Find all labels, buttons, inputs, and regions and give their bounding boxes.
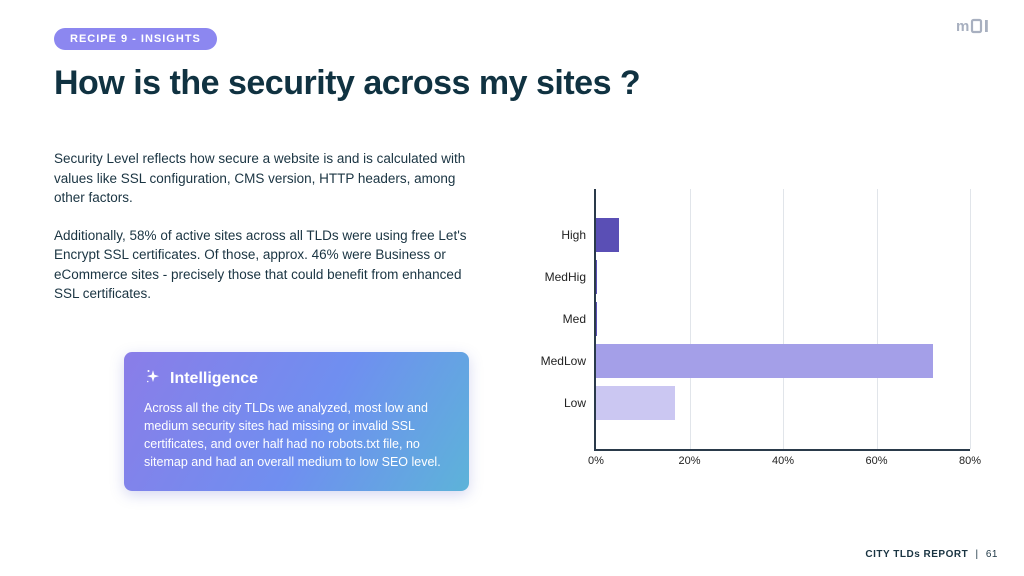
chart-bar-label: Low — [564, 396, 586, 410]
right-column: 0%20%40%60%80%HighMedHigMedMedLowLow — [524, 149, 970, 491]
intelligence-callout: Intelligence Across all the city TLDs we… — [124, 352, 469, 492]
chart-gridline — [970, 189, 971, 449]
chart-bar — [596, 218, 619, 252]
slide: m RECIPE 9 - INSIGHTS How is the securit… — [0, 0, 1024, 576]
sparkle-icon — [144, 368, 162, 391]
chart-xtick: 60% — [865, 455, 887, 467]
content-row: Security Level reflects how secure a web… — [54, 149, 970, 491]
chart-xtick: 20% — [678, 455, 700, 467]
chart-bar-row: Low — [596, 386, 970, 420]
security-bar-chart: 0%20%40%60%80%HighMedHigMedMedLowLow — [524, 189, 970, 479]
chart-xtick: 80% — [959, 455, 981, 467]
footer-divider: | — [975, 549, 978, 560]
chart-bar — [596, 260, 597, 294]
page-title: How is the security across my sites ? — [54, 64, 970, 103]
brand-logo: m — [956, 18, 996, 34]
chart-bar-label: MedLow — [541, 354, 586, 368]
chart-bar-row: MedHig — [596, 260, 970, 294]
slide-footer: CITY TLDs REPORT | 61 — [865, 549, 998, 560]
left-column: Security Level reflects how secure a web… — [54, 149, 484, 491]
recipe-badge: RECIPE 9 - INSIGHTS — [54, 28, 217, 50]
chart-bar-label: Med — [563, 312, 586, 326]
chart-plot-area: 0%20%40%60%80%HighMedHigMedMedLowLow — [594, 189, 970, 451]
callout-body: Across all the city TLDs we analyzed, mo… — [144, 399, 449, 472]
chart-bar — [596, 386, 675, 420]
chart-bar — [596, 344, 933, 378]
chart-xtick: 0% — [588, 455, 604, 467]
chart-bar-row: High — [596, 218, 970, 252]
intro-paragraph-2: Additionally, 58% of active sites across… — [54, 226, 484, 304]
chart-bar-label: High — [561, 228, 586, 242]
footer-page-number: 61 — [986, 549, 998, 560]
chart-xtick: 40% — [772, 455, 794, 467]
callout-title: Intelligence — [170, 370, 258, 388]
callout-header: Intelligence — [144, 368, 449, 391]
footer-report-name: CITY TLDs REPORT — [865, 549, 968, 560]
chart-bar-row: Med — [596, 302, 970, 336]
chart-bar-row: MedLow — [596, 344, 970, 378]
chart-bar — [596, 302, 597, 336]
chart-bar-label: MedHig — [545, 270, 586, 284]
intro-paragraph-1: Security Level reflects how secure a web… — [54, 149, 484, 208]
svg-text:m: m — [956, 18, 969, 34]
